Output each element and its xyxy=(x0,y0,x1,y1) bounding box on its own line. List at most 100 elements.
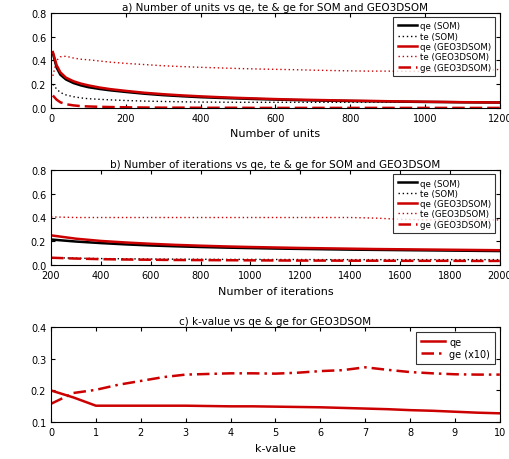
te (GEO3DSOM) xyxy=(396,217,402,223)
qe (GEO3DSOM) xyxy=(440,100,446,106)
qe (GEO3DSOM) xyxy=(247,245,253,250)
qe (GEO3DSOM) xyxy=(53,63,60,69)
te (SOM) xyxy=(365,100,371,106)
qe xyxy=(406,408,412,413)
ge (x10) xyxy=(451,372,457,377)
Line: qe (SOM): qe (SOM) xyxy=(51,240,499,252)
te (SOM) xyxy=(53,87,60,93)
te (GEO3DSOM) xyxy=(107,60,114,66)
te (SOM) xyxy=(85,97,91,102)
Line: ge (GEO3DSOM): ge (GEO3DSOM) xyxy=(51,258,499,261)
qe xyxy=(160,403,166,409)
Line: qe (SOM): qe (SOM) xyxy=(53,54,499,103)
Line: qe (GEO3DSOM): qe (GEO3DSOM) xyxy=(51,236,499,251)
qe (SOM) xyxy=(253,97,259,103)
qe (GEO3DSOM) xyxy=(73,236,79,242)
te (GEO3DSOM) xyxy=(123,215,129,221)
qe (GEO3DSOM) xyxy=(70,79,76,85)
te (GEO3DSOM) xyxy=(477,69,483,74)
qe (GEO3DSOM) xyxy=(496,101,502,106)
te (GEO3DSOM) xyxy=(322,215,328,221)
te (SOM) xyxy=(123,99,129,104)
ge (GEO3DSOM) xyxy=(141,106,147,111)
te (SOM) xyxy=(291,101,297,106)
te (GEO3DSOM) xyxy=(272,67,278,73)
qe (SOM) xyxy=(496,101,502,106)
qe xyxy=(361,406,367,411)
te (GEO3DSOM) xyxy=(347,69,353,74)
te (GEO3DSOM) xyxy=(78,57,84,63)
te (GEO3DSOM) xyxy=(403,69,409,75)
qe xyxy=(137,403,144,409)
te (SOM) xyxy=(471,257,477,263)
ge (GEO3DSOM) xyxy=(222,258,228,263)
ge (GEO3DSOM) xyxy=(322,258,328,264)
qe (SOM) xyxy=(272,246,278,252)
ge (x10) xyxy=(48,401,54,407)
te (SOM) xyxy=(322,257,328,263)
qe (GEO3DSOM) xyxy=(50,50,56,56)
ge (x10) xyxy=(137,378,144,384)
qe xyxy=(317,405,323,410)
qe (SOM) xyxy=(446,248,452,254)
ge (GEO3DSOM) xyxy=(403,106,409,112)
qe xyxy=(429,408,435,414)
ge (GEO3DSOM) xyxy=(347,258,353,264)
qe (SOM) xyxy=(247,246,253,251)
te (SOM) xyxy=(297,257,303,263)
qe (GEO3DSOM) xyxy=(477,101,483,106)
te (SOM) xyxy=(440,100,446,106)
ge (GEO3DSOM) xyxy=(347,106,353,112)
ge (GEO3DSOM) xyxy=(98,257,104,263)
te (SOM) xyxy=(148,257,154,262)
te (GEO3DSOM) xyxy=(471,218,477,223)
qe (SOM) xyxy=(172,244,178,250)
te (SOM) xyxy=(96,97,102,103)
qe (SOM) xyxy=(471,248,477,254)
ge (GEO3DSOM) xyxy=(477,106,483,112)
qe (SOM) xyxy=(63,78,69,83)
te (SOM) xyxy=(172,257,178,263)
te (GEO3DSOM) xyxy=(222,215,228,221)
ge (GEO3DSOM) xyxy=(396,258,402,264)
te (GEO3DSOM) xyxy=(365,69,371,75)
te (SOM) xyxy=(107,98,114,103)
te (SOM) xyxy=(197,257,203,263)
qe (GEO3DSOM) xyxy=(96,85,102,91)
qe (GEO3DSOM) xyxy=(459,100,465,106)
Title: a) Number of units vs qe, te & ge for SOM and GEO3DSOM: a) Number of units vs qe, te & ge for SO… xyxy=(122,3,428,13)
qe (SOM) xyxy=(197,245,203,250)
ge (GEO3DSOM) xyxy=(496,258,502,264)
Legend: qe, ge (x10): qe, ge (x10) xyxy=(415,332,494,364)
qe (SOM) xyxy=(123,242,129,247)
ge (GEO3DSOM) xyxy=(235,106,241,111)
Line: te (GEO3DSOM): te (GEO3DSOM) xyxy=(53,57,499,77)
ge (GEO3DSOM) xyxy=(160,106,166,111)
te (SOM) xyxy=(372,257,378,263)
qe (SOM) xyxy=(403,100,409,105)
te (SOM) xyxy=(384,100,390,106)
te (SOM) xyxy=(48,255,54,261)
te (GEO3DSOM) xyxy=(197,215,203,221)
qe (GEO3DSOM) xyxy=(63,76,69,81)
ge (GEO3DSOM) xyxy=(496,106,502,112)
te (SOM) xyxy=(63,93,69,99)
qe (SOM) xyxy=(477,101,483,106)
ge (GEO3DSOM) xyxy=(216,106,222,111)
te (GEO3DSOM) xyxy=(85,58,91,63)
ge (GEO3DSOM) xyxy=(48,255,54,261)
qe (GEO3DSOM) xyxy=(85,84,91,89)
ge (GEO3DSOM) xyxy=(272,106,278,112)
Line: ge (GEO3DSOM): ge (GEO3DSOM) xyxy=(53,96,499,109)
ge (GEO3DSOM) xyxy=(172,257,178,263)
qe xyxy=(294,404,300,410)
qe (GEO3DSOM) xyxy=(222,244,228,250)
te (SOM) xyxy=(496,257,502,263)
ge (GEO3DSOM) xyxy=(309,106,315,112)
qe (SOM) xyxy=(309,98,315,104)
te (SOM) xyxy=(216,100,222,106)
ge (GEO3DSOM) xyxy=(50,94,56,99)
te (GEO3DSOM) xyxy=(160,64,166,69)
ge (GEO3DSOM) xyxy=(73,256,79,262)
te (SOM) xyxy=(396,257,402,263)
